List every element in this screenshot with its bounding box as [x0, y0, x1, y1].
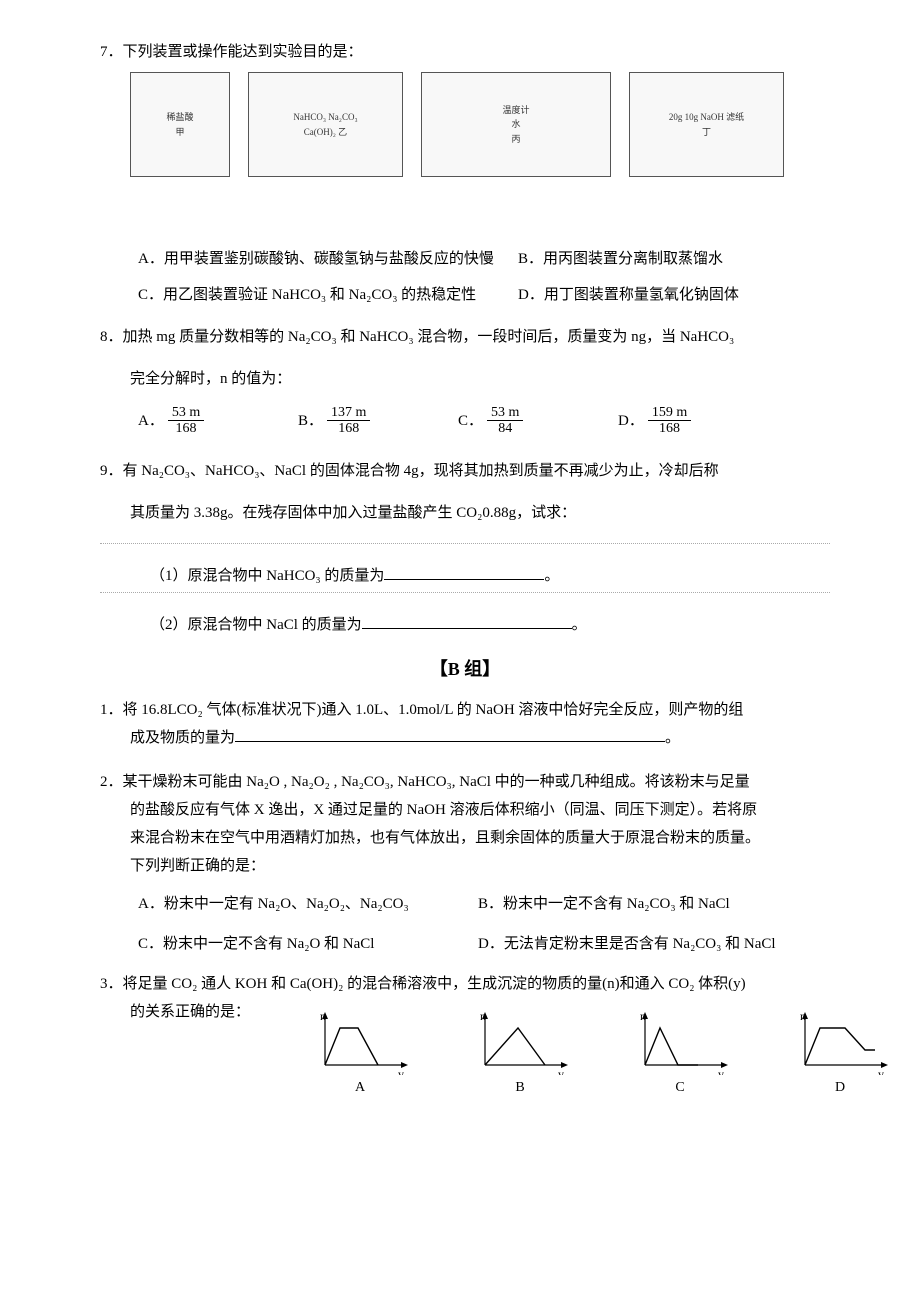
chart-a-label: A — [310, 1077, 410, 1099]
q8-options: A．53 m168 B．137 m168 C．53 m84 D．159 m168 — [138, 405, 830, 437]
svg-text:v: v — [878, 1067, 884, 1075]
section-b-title: 【B 组】 — [100, 655, 830, 684]
dotted-separator — [100, 543, 830, 544]
chart-d: n v D — [790, 1010, 890, 1090]
b2-l2: 的盐酸反应有气体 X 逸出，X 通过足量的 NaOH 溶液后体积缩小（同温、同压… — [130, 798, 830, 822]
svg-text:v: v — [558, 1067, 564, 1075]
diagram-bing: 温度计 水 丙 — [421, 72, 611, 177]
blank-3 — [235, 727, 665, 742]
question-9: 9．有 Na₂CO₃、NaHCO₃、NaCl 的固体混合物 4g，现将其加热到质… — [100, 459, 830, 637]
blank-1 — [384, 565, 544, 580]
chart-d-label: D — [790, 1077, 890, 1099]
question-7: 7．下列装置或操作能达到实验目的是： 稀盐酸 甲 NaHCO₃ Na₂CO₃ C… — [100, 40, 830, 307]
b2-options: A．粉末中一定有 Na₂O、Na₂O₂、Na₂CO₃ B．粉末中一定不含有 Na… — [138, 892, 830, 956]
chart-a: n v A — [310, 1010, 410, 1090]
q9-sub2: （2）原混合物中 NaCl 的质量为。 — [150, 613, 830, 637]
b2-l4: 下列判断正确的是： — [130, 854, 830, 878]
dotted-separator-2 — [100, 592, 830, 593]
b2-header: 2．某干燥粉末可能由 Na₂O , Na₂O₂ , Na₂CO₃, NaHCO₃… — [100, 770, 830, 794]
b3-l2: 的关系正确的是： — [130, 1000, 290, 1024]
b2-opt-c: C．粉末中一定不含有 Na₂O 和 NaCl — [138, 932, 478, 956]
q7-diagrams: 稀盐酸 甲 NaHCO₃ Na₂CO₃ Ca(OH)₂ 乙 温度计 水 丙 20… — [130, 72, 830, 177]
chart-b: n v B — [470, 1010, 570, 1090]
q7-opt-a: A．用甲装置鉴别碳酸钠、碳酸氢钠与盐酸反应的快慢 — [138, 247, 518, 271]
svg-text:v: v — [398, 1067, 404, 1075]
q7-options: A．用甲装置鉴别碳酸钠、碳酸氢钠与盐酸反应的快慢 B．用丙图装置分离制取蒸馏水 … — [138, 247, 830, 307]
diagram-ding: 20g 10g NaOH 滤纸 丁 — [629, 72, 784, 177]
question-8: 8．加热 mg 质量分数相等的 Na₂CO₃ 和 NaHCO₃ 混合物，一段时间… — [100, 325, 830, 437]
q9-header: 9．有 Na₂CO₃、NaHCO₃、NaCl 的固体混合物 4g，现将其加热到质… — [100, 459, 830, 483]
diagram-yi: NaHCO₃ Na₂CO₃ Ca(OH)₂ 乙 — [248, 72, 403, 177]
b3-charts: n v A n v — [310, 1010, 890, 1090]
chart-c: n v C — [630, 1010, 730, 1090]
svg-text:v: v — [718, 1067, 724, 1075]
q7-opt-c: C．用乙图装置验证 NaHCO₃ 和 Na₂CO₃ 的热稳定性 — [138, 283, 518, 307]
b2-opt-b: B．粉末中一定不含有 Na₂CO₃ 和 NaCl — [478, 892, 730, 916]
q8-opt-a: A．53 m168 — [138, 405, 298, 437]
b1-header: 1．将 16.8LCO₂ 气体(标准状况下)通入 1.0L、1.0mol/L 的… — [100, 698, 830, 722]
b2-opt-a: A．粉末中一定有 Na₂O、Na₂O₂、Na₂CO₃ — [138, 892, 478, 916]
question-b3: 3．将足量 CO₂ 通人 KOH 和 Ca(OH)₂ 的混合稀溶液中，生成沉淀的… — [100, 972, 830, 1090]
q9-header2: 其质量为 3.38g。在残存固体中加入过量盐酸产生 CO₂0.88g，试求： — [130, 501, 830, 525]
question-b2: 2．某干燥粉末可能由 Na₂O , Na₂O₂ , Na₂CO₃, NaHCO₃… — [100, 770, 830, 956]
q8-header2: 完全分解时，n 的值为： — [130, 367, 830, 391]
q9-sub1: （1）原混合物中 NaHCO₃ 的质量为。 — [150, 564, 830, 588]
q7-header: 7．下列装置或操作能达到实验目的是： — [100, 40, 830, 64]
q7-opt-b: B．用丙图装置分离制取蒸馏水 — [518, 247, 723, 271]
q8-opt-c: C．53 m84 — [458, 405, 618, 437]
b3-body: 的关系正确的是： n v A n — [130, 1000, 830, 1090]
q8-opt-b: B．137 m168 — [298, 405, 458, 437]
question-b1: 1．将 16.8LCO₂ 气体(标准状况下)通入 1.0L、1.0mol/L 的… — [100, 698, 830, 750]
q8-header: 8．加热 mg 质量分数相等的 Na₂CO₃ 和 NaHCO₃ 混合物，一段时间… — [100, 325, 830, 349]
q8-opt-d: D．159 m168 — [618, 405, 778, 437]
blank-2 — [362, 614, 572, 629]
chart-b-label: B — [470, 1077, 570, 1099]
diagram-jia: 稀盐酸 甲 — [130, 72, 230, 177]
b2-opt-d: D．无法肯定粉末里是否含有 Na₂CO₃ 和 NaCl — [478, 932, 776, 956]
b1-line2: 成及物质的量为。 — [130, 726, 830, 750]
b3-header: 3．将足量 CO₂ 通人 KOH 和 Ca(OH)₂ 的混合稀溶液中，生成沉淀的… — [100, 972, 830, 996]
b2-l3: 来混合粉末在空气中用酒精灯加热，也有气体放出，且剩余固体的质量大于原混合粉末的质… — [130, 826, 830, 850]
q7-opt-d: D．用丁图装置称量氢氧化钠固体 — [518, 283, 739, 307]
chart-c-label: C — [630, 1077, 730, 1099]
